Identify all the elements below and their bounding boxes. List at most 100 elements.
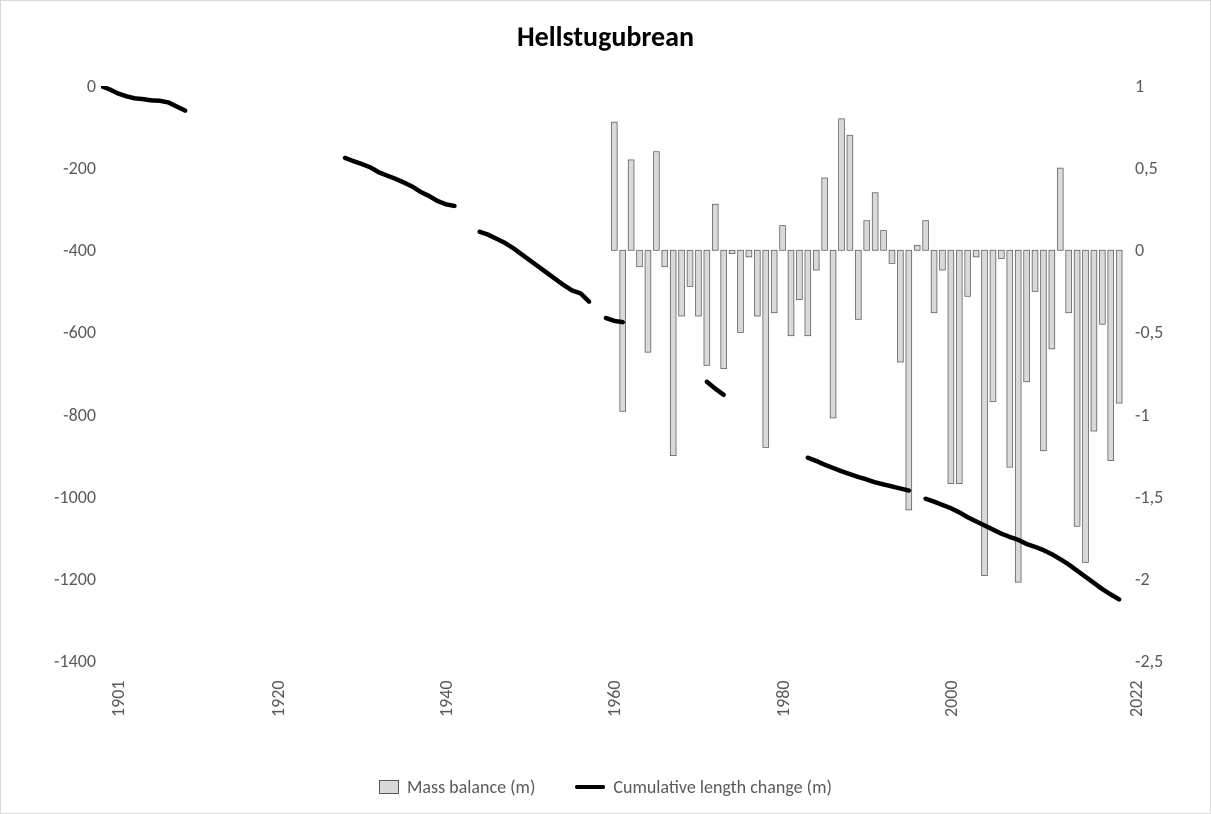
y-right-tick-label: 1	[1135, 75, 1144, 97]
bar	[839, 119, 845, 250]
length-change-line	[345, 158, 454, 206]
bar	[704, 250, 710, 365]
bar	[1108, 250, 1114, 460]
bar	[1015, 250, 1021, 582]
bar	[1074, 250, 1080, 526]
length-change-line	[808, 458, 909, 491]
legend: Mass balance (m) Cumulative length chang…	[1, 776, 1210, 798]
bar	[746, 250, 752, 257]
plot-svg	[101, 86, 1136, 661]
length-change-line	[101, 86, 185, 111]
y-right-tick-label: -2	[1135, 568, 1150, 590]
x-tick-label: 1901	[107, 681, 129, 718]
bar	[1091, 250, 1097, 431]
bar	[1049, 250, 1055, 349]
bar	[965, 250, 971, 296]
bar	[780, 226, 786, 251]
y-left-tick-label: -200	[21, 157, 96, 179]
bar	[948, 250, 954, 483]
bar	[611, 122, 617, 250]
bar	[670, 250, 676, 455]
bar	[1032, 250, 1038, 291]
legend-item-bars: Mass balance (m)	[379, 776, 535, 798]
y-right-tick-label: -1	[1135, 404, 1150, 426]
x-tick-label: 1940	[435, 681, 457, 718]
bar	[754, 250, 760, 316]
bar	[1083, 250, 1089, 562]
bar	[788, 250, 794, 335]
bar	[847, 135, 853, 250]
bar	[662, 250, 668, 266]
bar	[679, 250, 685, 316]
bar	[898, 250, 904, 362]
y-axis-right: 10,50-0,5-1-1,5-2-2,5	[1135, 86, 1195, 661]
legend-box-icon	[379, 780, 399, 794]
bar	[797, 250, 803, 299]
legend-label-line: Cumulative length change (m)	[613, 776, 832, 798]
bar	[940, 250, 946, 270]
bar	[1116, 250, 1122, 403]
y-right-tick-label: 0,5	[1135, 157, 1158, 179]
y-left-tick-label: -1200	[21, 568, 96, 590]
y-left-tick-label: -600	[21, 321, 96, 343]
legend-item-line: Cumulative length change (m)	[575, 776, 832, 798]
bar	[763, 250, 769, 447]
bar	[872, 193, 878, 251]
length-change-line	[707, 382, 724, 395]
y-left-tick-label: 0	[21, 75, 96, 97]
bar	[1041, 250, 1047, 450]
bar	[805, 250, 811, 335]
bar	[729, 250, 735, 253]
bar	[620, 250, 626, 411]
bar	[813, 250, 819, 270]
y-left-tick-label: -1400	[21, 650, 96, 672]
x-tick-label: 1960	[603, 681, 625, 718]
bar	[931, 250, 937, 312]
bar	[1024, 250, 1030, 381]
x-tick-label: 1920	[267, 681, 289, 718]
x-tick-label: 1980	[772, 681, 794, 718]
bar	[973, 250, 979, 257]
bar	[999, 250, 1005, 258]
y-left-tick-label: -400	[21, 239, 96, 261]
bar	[738, 250, 744, 332]
bar	[906, 250, 912, 510]
y-right-tick-label: -1,5	[1135, 486, 1163, 508]
bar	[696, 250, 702, 316]
bar	[830, 250, 836, 418]
length-change-line	[926, 499, 1120, 600]
bar	[628, 160, 634, 250]
y-left-tick-label: -800	[21, 404, 96, 426]
bar	[889, 250, 895, 263]
bar	[923, 221, 929, 251]
bar	[881, 231, 887, 251]
bar	[956, 250, 962, 483]
y-right-tick-label: -0,5	[1135, 321, 1163, 343]
legend-label-bars: Mass balance (m)	[407, 776, 535, 798]
bar	[855, 250, 861, 319]
chart-container: Hellstugubrean 0-200-400-600-800-1000-12…	[0, 0, 1211, 814]
y-right-tick-label: 0	[1135, 239, 1144, 261]
bar	[687, 250, 693, 286]
bar	[1057, 168, 1063, 250]
bar	[1099, 250, 1105, 324]
chart-title: Hellstugubrean	[1, 19, 1210, 54]
bar	[864, 221, 870, 251]
bar	[721, 250, 727, 368]
y-right-tick-label: -2,5	[1135, 650, 1163, 672]
bar	[914, 245, 920, 250]
x-tick-label: 2000	[940, 681, 962, 718]
y-left-tick-label: -1000	[21, 486, 96, 508]
bar	[1007, 250, 1013, 467]
bar	[771, 250, 777, 312]
bar	[712, 204, 718, 250]
plot-area	[101, 86, 1136, 661]
x-tick-label: 2022	[1125, 681, 1147, 718]
legend-line-icon	[575, 785, 605, 789]
bar	[645, 250, 651, 352]
y-axis-left: 0-200-400-600-800-1000-1200-1400	[21, 86, 96, 661]
bar	[1066, 250, 1072, 312]
bar	[822, 178, 828, 250]
length-change-line	[480, 232, 589, 302]
bar	[637, 250, 643, 266]
